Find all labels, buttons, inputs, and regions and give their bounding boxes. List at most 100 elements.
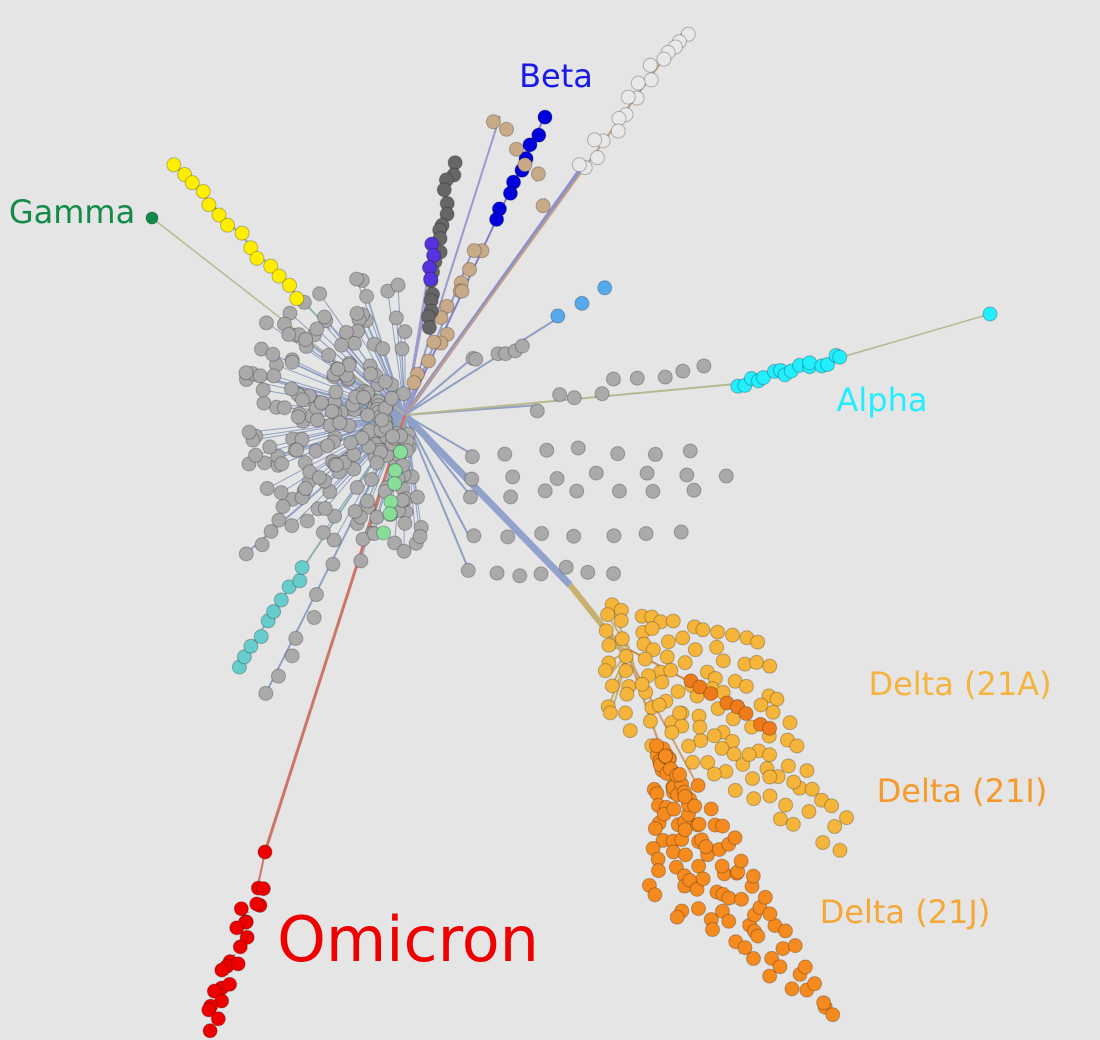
tip xyxy=(665,844,681,860)
tip xyxy=(698,839,714,855)
tip xyxy=(692,679,708,695)
tip xyxy=(780,758,796,774)
tip xyxy=(298,481,314,497)
tip xyxy=(784,981,800,997)
tip xyxy=(274,456,290,472)
tip xyxy=(691,816,707,832)
tip xyxy=(313,395,329,411)
tip xyxy=(387,463,403,479)
tip xyxy=(374,412,390,428)
tip xyxy=(338,324,354,340)
tip xyxy=(503,489,519,505)
tip xyxy=(369,455,385,471)
tip xyxy=(253,629,269,645)
tip xyxy=(534,526,550,542)
tip xyxy=(376,525,392,541)
tip xyxy=(243,638,259,654)
tip xyxy=(750,634,766,650)
clade-label: Gamma xyxy=(9,193,135,231)
tip xyxy=(647,887,663,903)
tip xyxy=(394,341,410,357)
tip xyxy=(725,627,741,643)
tip xyxy=(409,489,425,505)
tip xyxy=(659,649,675,665)
tip xyxy=(359,493,375,509)
tip xyxy=(537,483,553,499)
tip xyxy=(514,338,530,354)
tip xyxy=(505,469,521,485)
tip xyxy=(650,863,666,879)
tip xyxy=(610,123,626,139)
tip xyxy=(738,678,754,694)
tip xyxy=(327,508,343,524)
tip xyxy=(420,353,436,369)
tip xyxy=(597,280,613,296)
tip xyxy=(689,881,705,897)
tip xyxy=(639,465,655,481)
tip xyxy=(201,1002,217,1018)
tip xyxy=(647,446,663,462)
tip xyxy=(294,559,310,575)
tip xyxy=(778,797,794,813)
tip xyxy=(349,305,365,321)
tip xyxy=(677,655,693,671)
tip xyxy=(630,75,646,91)
tip xyxy=(308,587,324,603)
tip xyxy=(644,621,660,637)
tip xyxy=(681,738,697,754)
branch xyxy=(404,359,471,416)
tip xyxy=(618,648,634,664)
tip xyxy=(464,449,480,465)
tip xyxy=(382,506,398,522)
tip xyxy=(703,801,719,817)
tip xyxy=(772,959,788,975)
tip xyxy=(789,738,805,754)
tip xyxy=(820,357,836,373)
tip xyxy=(238,546,254,562)
tip xyxy=(679,467,695,483)
clade-label: Alpha xyxy=(837,381,928,419)
tip xyxy=(638,526,654,542)
tip xyxy=(497,446,513,462)
tip xyxy=(347,335,363,351)
tip xyxy=(464,471,480,487)
tip xyxy=(537,109,553,125)
tip xyxy=(284,518,300,534)
tip xyxy=(673,524,689,540)
tip xyxy=(832,349,848,365)
tip xyxy=(606,528,622,544)
tip xyxy=(257,844,273,860)
tip xyxy=(617,705,633,721)
tip xyxy=(762,906,778,922)
branch xyxy=(404,414,471,539)
tip xyxy=(309,321,325,337)
tip xyxy=(569,483,585,499)
tip xyxy=(210,1011,226,1027)
branch xyxy=(404,414,471,454)
branch xyxy=(404,414,471,479)
tip xyxy=(390,277,406,293)
tip xyxy=(282,277,298,293)
tip xyxy=(762,788,778,804)
tip xyxy=(273,592,289,608)
tip xyxy=(665,613,681,629)
tip xyxy=(687,798,703,814)
tip xyxy=(281,579,297,595)
tip xyxy=(775,941,791,957)
clade-label: Beta xyxy=(519,57,593,95)
tip xyxy=(588,465,604,481)
tip xyxy=(787,938,803,954)
tip xyxy=(600,607,616,623)
tip xyxy=(645,642,661,658)
tip xyxy=(385,428,401,444)
tip xyxy=(597,663,613,679)
tip xyxy=(601,637,617,653)
tip xyxy=(166,157,182,173)
tip xyxy=(363,366,379,382)
tip xyxy=(355,531,371,547)
tip xyxy=(238,365,254,381)
tip xyxy=(727,782,743,798)
tip xyxy=(685,754,701,770)
tip xyxy=(263,523,279,539)
